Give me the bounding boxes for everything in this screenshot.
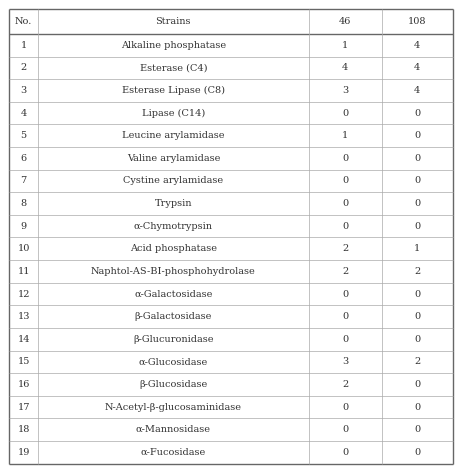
Text: Strains: Strains: [156, 17, 191, 26]
Text: 0: 0: [414, 312, 420, 321]
Text: 7: 7: [20, 176, 27, 185]
Text: 1: 1: [20, 41, 27, 50]
Text: Valine arylamidase: Valine arylamidase: [127, 154, 220, 163]
Text: 19: 19: [18, 448, 30, 457]
Text: β-Glucosidase: β-Glucosidase: [139, 380, 207, 389]
Text: 12: 12: [18, 289, 30, 298]
Text: 1: 1: [342, 41, 348, 50]
Text: 8: 8: [21, 199, 27, 208]
Text: 0: 0: [342, 448, 348, 457]
Text: 18: 18: [18, 425, 30, 434]
Text: 6: 6: [21, 154, 27, 163]
Text: 5: 5: [21, 131, 27, 140]
Text: 0: 0: [342, 425, 348, 434]
Text: 46: 46: [339, 17, 352, 26]
Text: α-Mannosidase: α-Mannosidase: [136, 425, 211, 434]
Text: 2: 2: [414, 357, 420, 366]
Text: 0: 0: [414, 448, 420, 457]
Text: 0: 0: [342, 109, 348, 118]
Text: Trypsin: Trypsin: [155, 199, 192, 208]
Text: 3: 3: [20, 86, 27, 95]
Text: 0: 0: [342, 335, 348, 344]
Text: β-Glucuronidase: β-Glucuronidase: [133, 335, 213, 344]
Text: 9: 9: [21, 222, 27, 231]
Text: 0: 0: [414, 176, 420, 185]
Text: N-Acetyl-β-glucosaminidase: N-Acetyl-β-glucosaminidase: [105, 403, 242, 412]
Text: α-Glucosidase: α-Glucosidase: [139, 357, 208, 366]
Text: Alkaline phosphatase: Alkaline phosphatase: [121, 41, 226, 50]
Text: 4: 4: [414, 86, 420, 95]
Text: Cystine arylamidase: Cystine arylamidase: [123, 176, 224, 185]
Text: 4: 4: [414, 63, 420, 72]
Text: 2: 2: [414, 267, 420, 276]
Text: Lipase (C14): Lipase (C14): [142, 109, 205, 118]
Text: 0: 0: [342, 222, 348, 231]
Text: 108: 108: [408, 17, 426, 26]
Text: 10: 10: [18, 244, 30, 254]
Text: 2: 2: [342, 244, 348, 254]
Text: 3: 3: [342, 357, 348, 366]
Text: 0: 0: [414, 154, 420, 163]
Text: 16: 16: [18, 380, 30, 389]
Text: 11: 11: [18, 267, 30, 276]
Text: Naphtol-AS-BI-phosphohydrolase: Naphtol-AS-BI-phosphohydrolase: [91, 267, 256, 276]
Text: 0: 0: [414, 222, 420, 231]
Text: 2: 2: [342, 380, 348, 389]
Text: 4: 4: [342, 63, 348, 72]
Text: 0: 0: [342, 154, 348, 163]
Text: Acid phosphatase: Acid phosphatase: [130, 244, 217, 254]
Text: β-Galactosidase: β-Galactosidase: [134, 312, 212, 321]
Text: 0: 0: [342, 176, 348, 185]
Text: 0: 0: [414, 403, 420, 412]
Text: Esterase Lipase (C8): Esterase Lipase (C8): [122, 86, 225, 95]
Text: 15: 15: [18, 357, 30, 366]
Text: 1: 1: [342, 131, 348, 140]
Text: Esterase (C4): Esterase (C4): [140, 63, 207, 72]
Text: 0: 0: [342, 199, 348, 208]
Text: 0: 0: [414, 289, 420, 298]
Text: 4: 4: [414, 41, 420, 50]
Text: α-Fucosidase: α-Fucosidase: [141, 448, 206, 457]
Text: 0: 0: [342, 403, 348, 412]
Text: 0: 0: [414, 335, 420, 344]
Text: 1: 1: [414, 244, 420, 254]
Text: α-Galactosidase: α-Galactosidase: [134, 289, 213, 298]
Text: 3: 3: [342, 86, 348, 95]
Text: α-Chymotrypsin: α-Chymotrypsin: [134, 222, 213, 231]
Text: 0: 0: [414, 131, 420, 140]
Text: 13: 13: [18, 312, 30, 321]
Text: 0: 0: [342, 312, 348, 321]
Text: 0: 0: [414, 380, 420, 389]
Text: 0: 0: [414, 425, 420, 434]
Text: 2: 2: [342, 267, 348, 276]
Text: No.: No.: [15, 17, 32, 26]
Text: 2: 2: [20, 63, 27, 72]
Text: 4: 4: [20, 109, 27, 118]
Text: 0: 0: [342, 289, 348, 298]
Text: 0: 0: [414, 109, 420, 118]
Text: Leucine arylamidase: Leucine arylamidase: [122, 131, 225, 140]
Text: 14: 14: [18, 335, 30, 344]
Text: 0: 0: [414, 199, 420, 208]
Text: 17: 17: [18, 403, 30, 412]
